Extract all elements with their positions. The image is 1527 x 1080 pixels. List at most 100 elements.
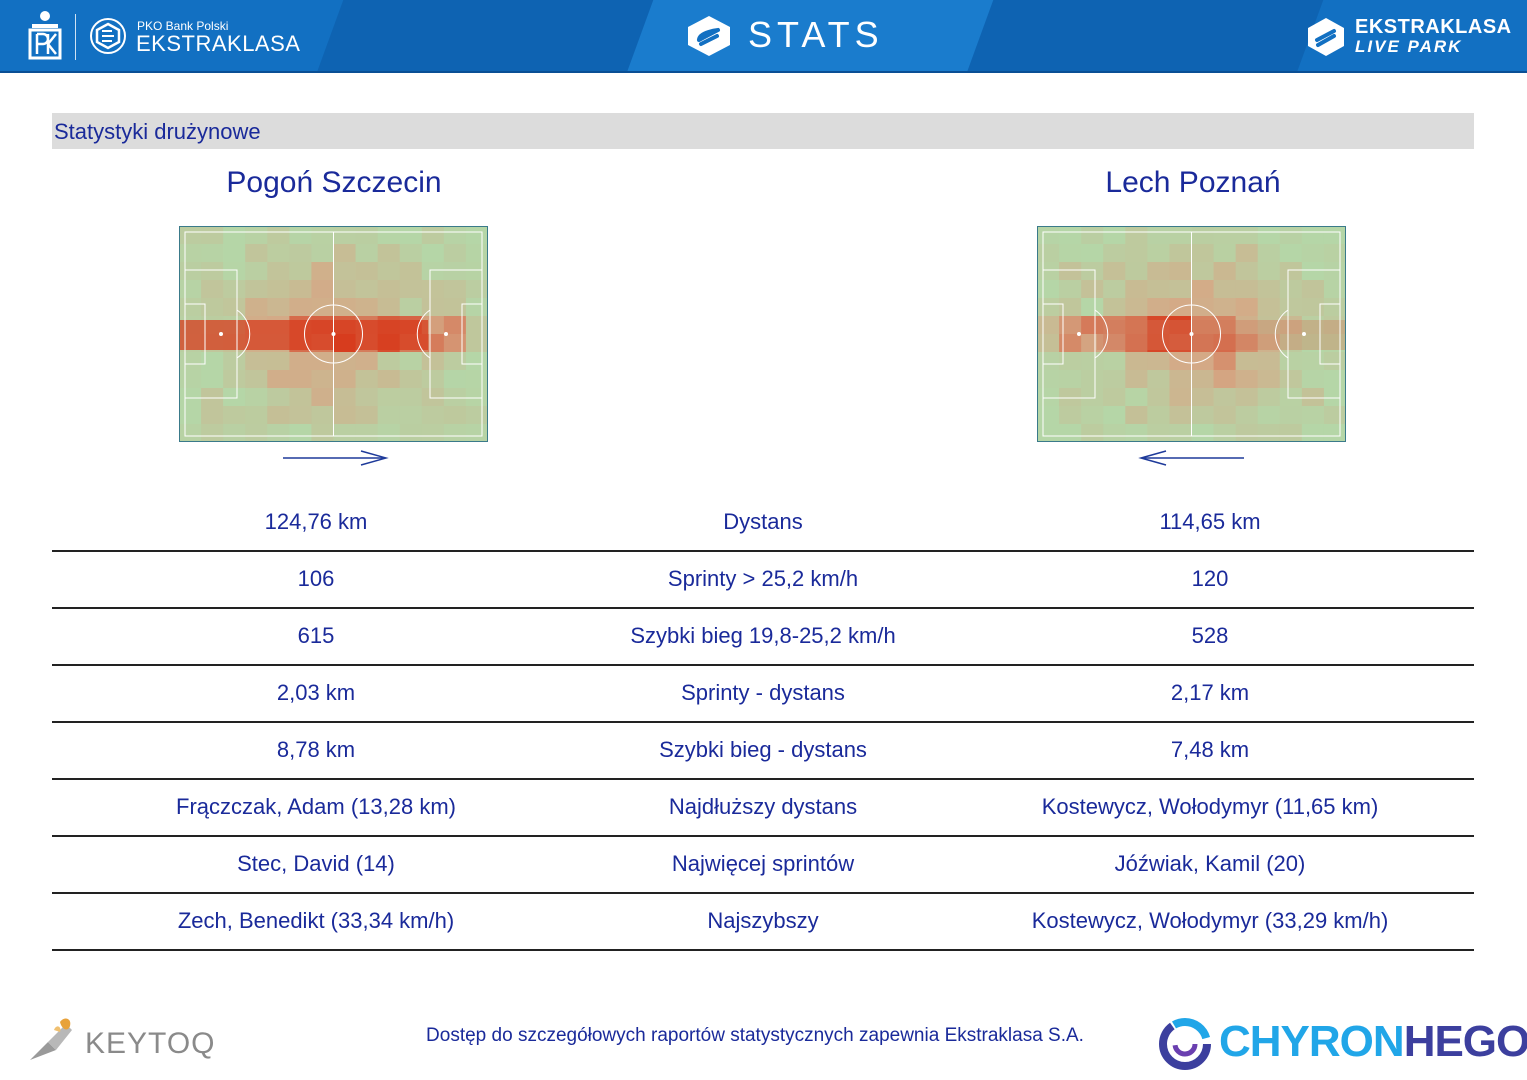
heatmap-cell [1191, 388, 1215, 407]
heatmap-cell [267, 298, 290, 317]
heatmap-cell [267, 226, 290, 245]
heatmap-cell [443, 406, 467, 425]
heatmap-cell [1081, 334, 1104, 353]
chyronhego-label-part2: HEGO [1403, 1017, 1527, 1066]
heatmap-cell [289, 370, 312, 389]
heatmap-cell [1059, 334, 1082, 353]
heatmap-cell [1147, 406, 1170, 425]
table-row: 8,78 km Szybki bieg - dystans 7,48 km [52, 723, 1474, 780]
keytoq-label: KEYTOQ [85, 1027, 216, 1060]
heatmap-cell [311, 244, 334, 263]
heatmap-cell [355, 262, 379, 281]
heatmap-cell [1191, 316, 1215, 335]
heatmap-cell [1191, 424, 1215, 442]
livepark-subtitle: LIVE PARK [1355, 37, 1463, 56]
heatmap-pitch-home [179, 226, 488, 442]
heatmap-cell [399, 298, 423, 317]
away-value: 528 [1191, 623, 1229, 648]
heatmap-cell [223, 370, 246, 389]
team-name-home: Pogoń Szczecin [226, 166, 442, 199]
heatmap-cell [421, 262, 445, 281]
heatmap-cell [465, 334, 488, 353]
heatmap-cell [1125, 388, 1148, 407]
heatmap-cell [1301, 244, 1325, 263]
heatmap-cell [1323, 298, 1346, 317]
heatmap-cell [1147, 334, 1170, 353]
heatmap-cell [223, 424, 246, 442]
heatmap-cell [377, 406, 401, 425]
heatmap-cell [1301, 280, 1325, 299]
heatmap-cell [1147, 352, 1170, 371]
heatmap-cell [179, 406, 202, 425]
ekstraklasa-logo-icon [90, 18, 126, 54]
heatmap-cell [1169, 334, 1192, 353]
heatmap-cell [1081, 352, 1104, 371]
heatmap-cell [1235, 406, 1259, 425]
heatmap-cell [1037, 298, 1060, 317]
heatmap-cell [377, 298, 401, 317]
heatmap-cell [377, 352, 401, 371]
heatmap-cell [1323, 406, 1346, 425]
heatmap-cell [333, 370, 357, 389]
heatmap-cell [333, 280, 357, 299]
heatmap-cell [377, 388, 401, 407]
heatmap-cell [1257, 334, 1281, 353]
livepark-logo-icon [1308, 18, 1344, 56]
heatmap-cell [1213, 370, 1237, 389]
away-value: 7,48 km [1170, 737, 1250, 762]
heatmap-cell [1191, 280, 1215, 299]
heatmap-cell [311, 406, 334, 425]
heatmap-cell [1059, 388, 1082, 407]
heatmap-cell [179, 298, 202, 317]
heatmap-cell [201, 226, 224, 245]
heatmap-cell [1037, 388, 1060, 407]
chyronhego-label: CHYRONHEGO [1219, 1017, 1527, 1067]
heatmap-cell [1059, 352, 1082, 371]
heatmap-cell [465, 262, 488, 281]
heatmap-cell [1235, 424, 1259, 442]
heatmap-cell [465, 352, 488, 371]
section-title: Statystyki drużynowe [54, 119, 261, 144]
heatmap-cell [355, 424, 379, 442]
heatmap-cell [1037, 316, 1060, 335]
heatmap-cell [1213, 298, 1237, 317]
heatmap-band [179, 320, 428, 350]
heatmap-cell [179, 352, 202, 371]
heatmap-cell [1037, 406, 1060, 425]
heatmap-cell [1301, 406, 1325, 425]
heatmap-cell [1257, 316, 1281, 335]
heatmap-cell [1213, 226, 1237, 245]
heatmap-cell [1147, 262, 1170, 281]
livepark-title: EKSTRAKLASA [1355, 16, 1512, 38]
heatmap-cell [1213, 388, 1237, 407]
heatmap-cell [1213, 262, 1237, 281]
heatmap-cell [201, 352, 224, 371]
heatmap-cell [267, 370, 290, 389]
heatmap-cell [179, 244, 202, 263]
home-value: Frączczak, Adam (13,28 km) [176, 794, 456, 819]
heatmap-cell [421, 244, 445, 263]
heatmap-cell [1037, 262, 1060, 281]
home-value: 8,78 km [276, 737, 356, 762]
heatmap-cell [245, 406, 268, 425]
heatmap-cell [289, 298, 312, 317]
heatmap-cell [399, 244, 423, 263]
heatmap-cell [1301, 370, 1325, 389]
stat-label: Szybki bieg 19,8-25,2 km/h [630, 623, 896, 648]
heatmap-cell [1191, 406, 1215, 425]
heatmap-cell [465, 244, 488, 263]
heatmap-cell [465, 226, 488, 245]
heatmap-cell [289, 262, 312, 281]
heatmap-cell [1081, 424, 1104, 442]
heatmap-cell [1191, 244, 1215, 263]
heatmap-cell [1191, 262, 1215, 281]
heatmap-cell [1125, 352, 1148, 371]
heatmap-cell [1279, 262, 1303, 281]
heatmap-cell [1279, 316, 1303, 335]
heatmap-cell [201, 370, 224, 389]
heatmap-cell [1059, 370, 1082, 389]
table-row: 615 Szybki bieg 19,8-25,2 km/h 528 [52, 609, 1474, 666]
heatmap-cell [245, 226, 268, 245]
heatmap-cell [377, 262, 401, 281]
heatmap-cell [179, 424, 202, 442]
